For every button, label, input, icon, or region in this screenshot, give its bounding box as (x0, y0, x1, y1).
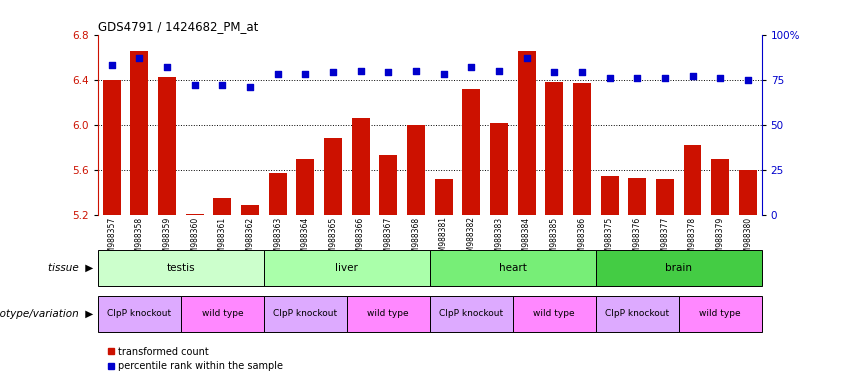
Text: GDS4791 / 1424682_PM_at: GDS4791 / 1424682_PM_at (98, 20, 258, 33)
Point (354, 68, 368, 74)
Point (409, 68, 423, 74)
Text: ClpP knockout: ClpP knockout (605, 310, 669, 318)
Text: wild type: wild type (534, 310, 575, 318)
Point (188, 82, 202, 88)
Bar (739, 170, 757, 215)
Text: ClpP knockout: ClpP knockout (439, 310, 503, 318)
Bar (656, 179, 674, 215)
Legend: transformed count, percentile rank within the sample: transformed count, percentile rank withi… (103, 343, 287, 375)
Text: brain: brain (665, 263, 692, 273)
Bar (296, 159, 314, 215)
Point (741, 77, 755, 83)
Bar (628, 178, 646, 215)
Text: wild type: wild type (202, 310, 243, 318)
Bar (351, 118, 369, 215)
Point (271, 71, 284, 77)
Point (686, 73, 700, 79)
Bar (269, 173, 287, 215)
Point (631, 75, 644, 81)
Point (658, 75, 671, 81)
Bar (241, 205, 259, 215)
Point (437, 71, 450, 77)
Point (299, 71, 312, 77)
Text: ClpP knockout: ClpP knockout (273, 310, 337, 318)
Bar (103, 79, 121, 215)
Bar (517, 51, 535, 215)
Text: testis: testis (167, 263, 195, 273)
Point (520, 55, 534, 61)
Text: liver: liver (335, 263, 358, 273)
Point (492, 68, 505, 74)
Bar (324, 138, 342, 215)
Bar (573, 83, 591, 215)
Bar (435, 179, 453, 215)
Bar (462, 89, 480, 215)
Bar (711, 159, 729, 215)
Text: genotype/variation  ▶: genotype/variation ▶ (0, 309, 94, 319)
Point (465, 64, 478, 70)
Point (215, 82, 229, 88)
Bar (130, 51, 148, 215)
Point (547, 70, 561, 76)
Point (326, 70, 340, 76)
Point (160, 64, 174, 70)
Point (243, 84, 257, 90)
Bar (158, 78, 176, 215)
Bar (490, 122, 508, 215)
Bar (601, 175, 619, 215)
Bar (683, 145, 701, 215)
Text: heart: heart (499, 263, 527, 273)
Bar (380, 155, 397, 215)
Text: ClpP knockout: ClpP knockout (107, 310, 171, 318)
Bar (214, 198, 231, 215)
Point (575, 70, 589, 76)
Bar (407, 125, 425, 215)
Point (713, 75, 727, 81)
Bar (186, 214, 203, 215)
Point (381, 70, 395, 76)
Text: wild type: wild type (700, 310, 741, 318)
Text: wild type: wild type (368, 310, 409, 318)
Point (603, 75, 616, 81)
Point (133, 55, 146, 61)
Point (105, 62, 118, 68)
Bar (545, 82, 563, 215)
Text: tissue  ▶: tissue ▶ (49, 263, 94, 273)
